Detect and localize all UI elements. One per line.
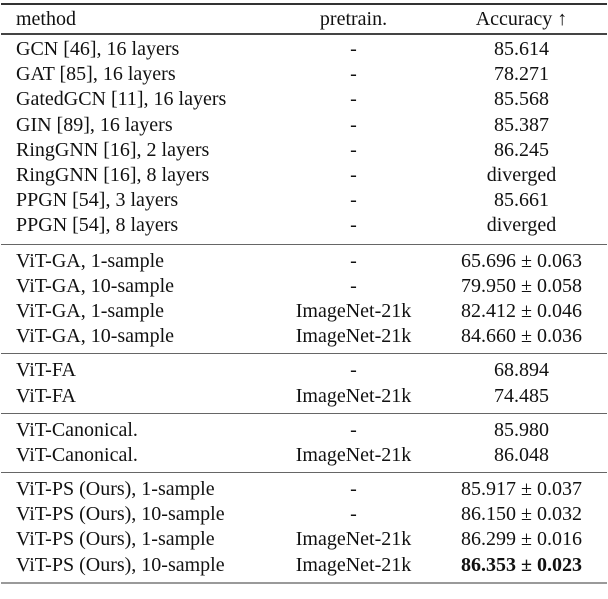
cell-accuracy: 79.950 ± 0.058 [461, 274, 582, 297]
header-accuracy: Accuracy ↑ [475, 7, 568, 30]
table-row: ViT-FA ImageNet-21k 74.485 [1, 383, 607, 408]
cell-accuracy: 86.245 [494, 138, 549, 161]
cell-method: GatedGCN [11], 16 layers [16, 88, 227, 111]
cell-pretrain: - [350, 418, 357, 441]
group-gnn-baselines: GCN [46], 16 layers - 85.614 GAT [85], 1… [1, 35, 607, 244]
cell-method: GCN [46], 16 layers [16, 38, 180, 61]
cell-method: RingGNN [16], 2 layers [16, 138, 210, 161]
top-rule [1, 3, 607, 5]
cell-accuracy: 85.917 ± 0.037 [461, 478, 582, 501]
cell-accuracy: 74.485 [494, 384, 549, 407]
cell-accuracy: 86.048 [494, 443, 549, 466]
header-rule [1, 33, 607, 35]
table-row: ViT-PS (Ours), 1-sample ImageNet-21k 86.… [1, 527, 607, 552]
cell-method: ViT-PS (Ours), 10-sample [16, 553, 225, 576]
cell-method: ViT-GA, 10-sample [16, 274, 175, 297]
cell-method: ViT-GA, 1-sample [16, 299, 165, 322]
cell-method: ViT-Canonical. [16, 418, 138, 441]
table-row: ViT-GA, 10-sample - 79.950 ± 0.058 [1, 274, 607, 299]
table-row: ViT-Canonical. ImageNet-21k 86.048 [1, 443, 607, 468]
cell-pretrain: ImageNet-21k [295, 325, 412, 348]
cell-accuracy: 85.980 [494, 418, 549, 441]
bottom-rule [1, 581, 607, 584]
table-row: RingGNN [16], 8 layers - diverged [1, 163, 607, 188]
cell-pretrain: - [350, 478, 357, 501]
cell-method: ViT-GA, 1-sample [16, 249, 165, 272]
cell-pretrain: - [350, 113, 357, 136]
cell-accuracy: 85.661 [494, 189, 549, 212]
group-divider [1, 412, 607, 414]
table-row: ViT-GA, 1-sample - 65.696 ± 0.063 [1, 249, 607, 274]
cell-method: PPGN [54], 8 layers [16, 214, 179, 237]
table-row: GatedGCN [11], 16 layers - 85.568 [1, 87, 607, 112]
cell-accuracy-best: 86.353 ± 0.023 [461, 553, 582, 576]
cell-accuracy: 85.614 [494, 38, 549, 61]
cell-pretrain: - [350, 214, 357, 237]
group-divider [1, 472, 607, 473]
cell-accuracy: 78.271 [494, 63, 549, 86]
cell-method: ViT-PS (Ours), 10-sample [16, 503, 225, 526]
cell-method: ViT-Canonical. [16, 443, 138, 466]
cell-pretrain: - [350, 63, 357, 86]
group-vit-canonical: ViT-Canonical. - 85.980 ViT-Canonical. I… [1, 414, 607, 472]
table-row: GAT [85], 16 layers - 78.271 [1, 62, 607, 87]
table-row: RingGNN [16], 2 layers - 86.245 [1, 138, 607, 163]
cell-pretrain: - [350, 38, 357, 61]
cell-method: PPGN [54], 3 layers [16, 189, 179, 212]
cell-pretrain: - [350, 249, 357, 272]
cell-method: GAT [85], 16 layers [16, 63, 176, 86]
cell-accuracy: 85.568 [494, 88, 549, 111]
cell-pretrain: - [350, 359, 357, 382]
table-header-row: method pretrain. Accuracy ↑ [1, 5, 607, 33]
cell-pretrain: - [350, 164, 357, 187]
group-divider [1, 243, 607, 245]
group-vit-ps-ours: ViT-PS (Ours), 1-sample - 85.917 ± 0.037… [1, 473, 607, 582]
cell-pretrain: - [350, 138, 357, 161]
cell-accuracy: diverged [486, 214, 557, 237]
cell-method: GIN [89], 16 layers [16, 113, 173, 136]
cell-accuracy: 84.660 ± 0.036 [461, 325, 582, 348]
table-row: ViT-PS (Ours), 1-sample - 85.917 ± 0.037 [1, 477, 607, 502]
cell-accuracy: 68.894 [494, 359, 549, 382]
cell-pretrain: - [350, 503, 357, 526]
cell-pretrain: ImageNet-21k [295, 299, 412, 322]
cell-pretrain: ImageNet-21k [295, 553, 412, 576]
cell-method: RingGNN [16], 8 layers [16, 164, 210, 187]
cell-method: ViT-PS (Ours), 1-sample [16, 528, 215, 551]
table-row: ViT-PS (Ours), 10-sample - 86.150 ± 0.03… [1, 502, 607, 527]
results-table: method pretrain. Accuracy ↑ GCN [46], 16… [1, 3, 607, 584]
group-divider [1, 353, 607, 355]
table-row: PPGN [54], 3 layers - 85.661 [1, 188, 607, 213]
cell-method: ViT-GA, 10-sample [16, 325, 175, 348]
cell-accuracy: 85.387 [494, 113, 549, 136]
table-row: ViT-Canonical. - 85.980 [1, 418, 607, 443]
cell-pretrain: - [350, 189, 357, 212]
cell-accuracy: 86.299 ± 0.016 [461, 528, 582, 551]
cell-pretrain: - [350, 274, 357, 297]
cell-pretrain: ImageNet-21k [295, 528, 412, 551]
header-method: method [16, 7, 76, 30]
cell-accuracy: diverged [486, 164, 557, 187]
table-row: ViT-GA, 10-sample ImageNet-21k 84.660 ± … [1, 324, 607, 349]
table-row-best: ViT-PS (Ours), 10-sample ImageNet-21k 86… [1, 553, 607, 578]
table-row: GCN [46], 16 layers - 85.614 [1, 37, 607, 62]
group-vit-fa: ViT-FA - 68.894 ViT-FA ImageNet-21k 74.4… [1, 354, 607, 412]
table-row: ViT-FA - 68.894 [1, 358, 607, 383]
cell-pretrain: ImageNet-21k [295, 443, 412, 466]
table-row: GIN [89], 16 layers - 85.387 [1, 113, 607, 138]
cell-method: ViT-FA [16, 359, 76, 382]
cell-pretrain: ImageNet-21k [295, 384, 412, 407]
header-pretrain: pretrain. [319, 7, 388, 30]
group-vit-ga: ViT-GA, 1-sample - 65.696 ± 0.063 ViT-GA… [1, 245, 607, 354]
table-row: ViT-GA, 1-sample ImageNet-21k 82.412 ± 0… [1, 299, 607, 324]
cell-accuracy: 82.412 ± 0.046 [461, 299, 582, 322]
cell-method: ViT-PS (Ours), 1-sample [16, 478, 215, 501]
cell-pretrain: - [350, 88, 357, 111]
table-row: PPGN [54], 8 layers - diverged [1, 213, 607, 238]
cell-accuracy: 65.696 ± 0.063 [461, 249, 582, 272]
cell-accuracy: 86.150 ± 0.032 [461, 503, 582, 526]
cell-method: ViT-FA [16, 384, 76, 407]
